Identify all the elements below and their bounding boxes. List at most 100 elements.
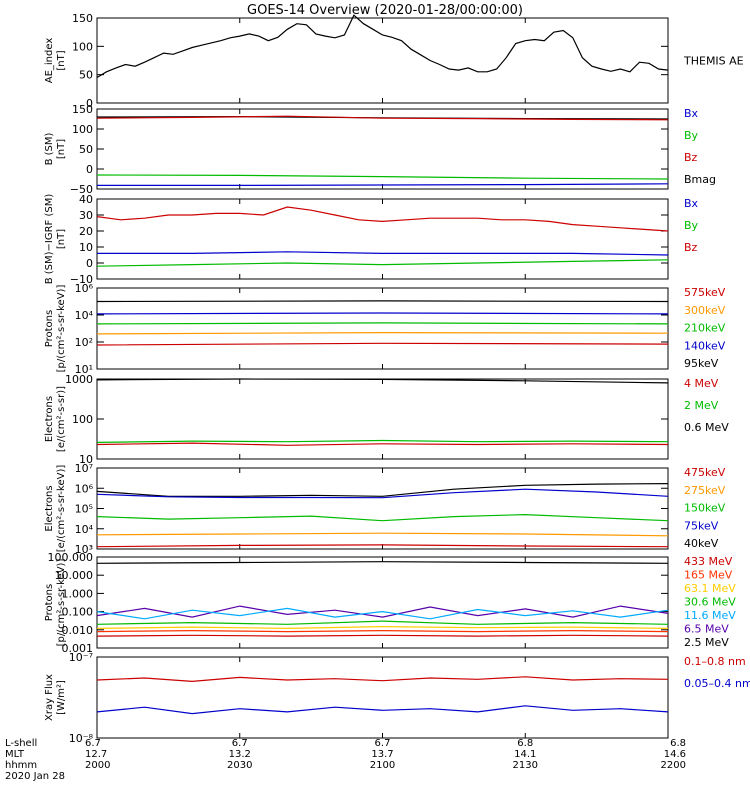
panel-7-series-2	[96, 605, 669, 618]
panel-3-ytick-label-2: 0	[86, 257, 93, 270]
panel-2-series-3	[96, 174, 669, 180]
xaxis-hhmm-label-1: 2000	[85, 760, 110, 771]
panel-3-series-3	[96, 259, 669, 267]
panel-1-ytick-label-3: 100	[72, 40, 93, 53]
panel-6-legend-5: 40keV	[684, 537, 719, 550]
xaxis-row-label-1: L-shell	[5, 738, 37, 749]
xaxis-hhmm-label-5: 2200	[661, 760, 686, 771]
panel-7-ytick-label-4: 1.000	[62, 587, 94, 600]
panel-5-legend-2: 2 MeV	[684, 399, 719, 412]
panel-6-ylabel-line-2: [e/(cm²-s-sr-keV)]	[56, 465, 67, 553]
panel-6-ytick-label-4: 10⁶	[75, 482, 94, 495]
xaxis-mlt-label-5: 14.6	[664, 749, 686, 760]
panel-5-series-1	[96, 378, 669, 384]
panel-1-ytick-label-4: 150	[72, 12, 93, 25]
panel-2-ytick-label-5: 150	[72, 103, 93, 116]
panel-4-series-4	[96, 332, 669, 335]
panel-7-ytick-label-1: 0.001	[62, 642, 94, 655]
panel-6-legend-3: 150keV	[684, 502, 726, 515]
panel-3-legend-3: Bz	[684, 241, 698, 254]
panel-6-series-3	[96, 513, 669, 522]
xaxis-row-label-3: hhmm	[5, 760, 37, 771]
panel-4-ytick-label-3: 10⁴	[75, 309, 94, 322]
panel-1-ytick-label-2: 50	[79, 69, 93, 82]
panel-6-series-4	[96, 532, 669, 537]
panel-1-ylabel-line-1: AE_index	[44, 38, 55, 84]
panel-7-ytick-label-2: 0.010	[62, 624, 94, 637]
xaxis-lshell-label-1: 6.7	[85, 738, 101, 749]
panel-6-series-1	[96, 483, 669, 497]
xaxis-mlt-label-4: 14.1	[514, 749, 536, 760]
panel-8-legend-2: 0.05–0.4 nm	[684, 677, 750, 690]
panel-5-ylabel-line-2: [e/(cm²-s-sr)]	[56, 386, 67, 452]
panel-5-series-3	[96, 442, 669, 446]
panel-7-ytick-label-3: 0.100	[62, 606, 94, 619]
xaxis-row-label-4: 2020 Jan 28	[5, 771, 65, 782]
panel-7-ylabel-line-1: Protons	[44, 584, 55, 621]
panel-6-ytick-label-5: 10⁷	[75, 462, 93, 475]
panel-7-legend-7: 2.5 MeV	[684, 636, 729, 649]
panel-1-series-1	[96, 14, 669, 79]
chart-title: GOES-14 Overview (2020-01-28/00:00:00)	[247, 3, 523, 18]
panel-4-ytick-label-2: 10²	[75, 336, 93, 349]
panel-8-legend-1: 0.1–0.8 nm	[684, 655, 746, 668]
panel-3-ytick-label-3: 10	[79, 241, 93, 254]
panel-3-ylabel-line-2: [nT]	[56, 229, 67, 249]
panel-2-ytick-label-3: 50	[79, 143, 93, 156]
panel-6-series-5	[96, 544, 669, 548]
panel-3-legend-1: Bx	[684, 197, 699, 210]
panel-8-series-1	[96, 676, 669, 683]
panel-2-legend-1: Bx	[684, 107, 699, 120]
panel-2-ylabel-line-1: B (SM)	[44, 132, 55, 165]
panel-4-legend-3: 210keV	[684, 322, 726, 335]
panel-4-series-2	[96, 312, 669, 315]
panel-3-ytick-label-1: −10	[70, 273, 93, 286]
panel-2-legend-3: Bz	[684, 151, 698, 164]
xaxis-mlt-label-2: 13.2	[229, 749, 251, 760]
panel-2-series-2	[96, 115, 669, 121]
panel-4-ylabel-line-1: Protons	[44, 310, 55, 347]
panel-6-legend-2: 275keV	[684, 484, 726, 497]
panel-1-ytick-label-1: 0	[86, 97, 93, 110]
panel-4-series-1	[96, 300, 669, 303]
xaxis-lshell-label-2: 6.7	[232, 738, 248, 749]
panel-7-ytick-label-5: 10.000	[55, 569, 94, 582]
panel-3-series-1	[96, 206, 669, 232]
panel-4-ytick-label-1: 10¹	[75, 363, 93, 376]
panel-7-ylabel-line-2: [p/(cm²-s-sr-keV)]	[56, 559, 67, 647]
panel-8-series-2	[96, 705, 669, 715]
panel-3-ylabel-line-1: B (SM)−IGRF (SM)	[44, 194, 55, 285]
panel-5-legend-3: 0.6 MeV	[684, 421, 729, 434]
xaxis-lshell-label-5: 6.8	[670, 738, 686, 749]
panel-3-series-2	[97, 251, 669, 256]
xaxis-lshell-label-3: 6.7	[375, 738, 391, 749]
panel-5-ytick-label-3: 1000	[65, 373, 93, 386]
panel-6-ylabel-line-1: Electrons	[44, 485, 55, 531]
panel-4-ytick-label-4: 10⁶	[75, 282, 94, 295]
panel-4-legend-1: 575keV	[684, 286, 726, 299]
xaxis-hhmm-label-3: 2100	[370, 760, 395, 771]
panel-7-legend-5: 11.6 MeV	[684, 609, 736, 622]
panel-7-series-4	[96, 620, 669, 625]
panel-4-legend-2: 300keV	[684, 304, 726, 317]
panel-8-ytick-label-1: 10⁻⁸	[69, 732, 94, 745]
panel-7-series-3	[96, 607, 669, 620]
panel-6-legend-1: 475keV	[684, 466, 726, 479]
panel-5-ytick-label-1: 10	[79, 453, 93, 466]
panel-8-ylabel-line-2: [W/m²]	[56, 680, 67, 715]
panel-7-legend-3: 63.1 MeV	[684, 582, 736, 595]
xaxis-mlt-label-3: 13.7	[371, 749, 393, 760]
panel-2-legend-4: Bmag	[684, 173, 716, 186]
panel-8-ytick-label-2: 10⁻⁷	[69, 651, 93, 664]
panel-7-series-7	[96, 634, 669, 637]
panel-6-legend-4: 75keV	[684, 519, 719, 532]
panel-2-series-4	[97, 183, 669, 186]
panel-3-ytick-label-6: 40	[79, 193, 93, 206]
panel-2-ytick-label-1: −50	[70, 183, 93, 196]
panel-7-series-1	[96, 561, 669, 564]
panel-5-series-2	[96, 439, 669, 443]
panel-6-ytick-label-3: 10⁵	[75, 503, 93, 516]
